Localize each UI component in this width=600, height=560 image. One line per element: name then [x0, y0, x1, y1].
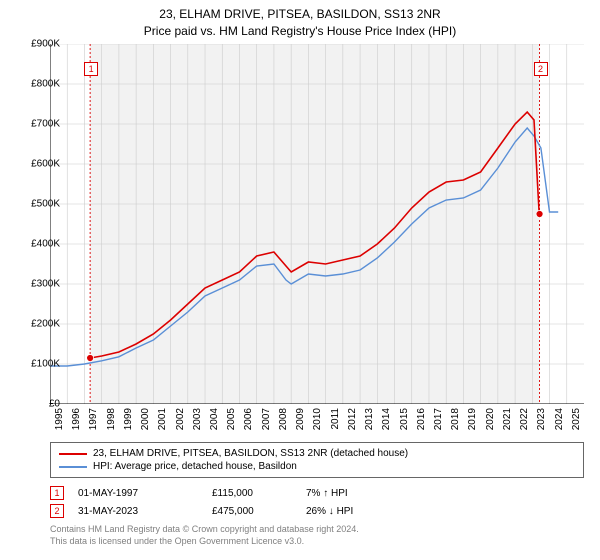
y-tick-label: £400K — [10, 239, 60, 250]
footer-attribution: Contains HM Land Registry data © Crown c… — [50, 524, 584, 547]
y-tick-label: £0 — [10, 399, 60, 410]
legend-label-property: 23, ELHAM DRIVE, PITSEA, BASILDON, SS13 … — [93, 448, 408, 459]
y-tick-label: £200K — [10, 319, 60, 330]
y-tick-label: £600K — [10, 159, 60, 170]
transaction-row: 1 01-MAY-1997 £115,000 7% ↑ HPI — [50, 484, 584, 502]
legend-and-footer: 23, ELHAM DRIVE, PITSEA, BASILDON, SS13 … — [50, 442, 584, 547]
transaction-row-marker: 2 — [50, 504, 64, 518]
chart-container: 23, ELHAM DRIVE, PITSEA, BASILDON, SS13 … — [0, 0, 600, 560]
footer-line1: Contains HM Land Registry data © Crown c… — [50, 524, 584, 536]
y-tick-label: £800K — [10, 79, 60, 90]
transaction-price: £475,000 — [212, 506, 292, 517]
legend-row-property: 23, ELHAM DRIVE, PITSEA, BASILDON, SS13 … — [59, 447, 575, 460]
y-tick-label: £900K — [10, 39, 60, 50]
chart-title-line2: Price paid vs. HM Land Registry's House … — [0, 23, 600, 40]
footer-line2: This data is licensed under the Open Gov… — [50, 536, 584, 548]
transaction-row: 2 31-MAY-2023 £475,000 26% ↓ HPI — [50, 502, 584, 520]
y-tick-label: £700K — [10, 119, 60, 130]
legend-swatch-hpi — [59, 466, 87, 468]
legend-label-hpi: HPI: Average price, detached house, Basi… — [93, 461, 297, 472]
legend-swatch-property — [59, 453, 87, 455]
legend-row-hpi: HPI: Average price, detached house, Basi… — [59, 460, 575, 473]
transaction-table: 1 01-MAY-1997 £115,000 7% ↑ HPI 2 31-MAY-2023… — [50, 484, 584, 520]
y-tick-label: £500K — [10, 199, 60, 210]
transaction-date: 01-MAY-1997 — [78, 488, 198, 499]
transaction-price: £115,000 — [212, 488, 292, 499]
transaction-pct: 7% ↑ HPI — [306, 488, 406, 499]
transaction-row-marker: 1 — [50, 486, 64, 500]
transaction-pct: 26% ↓ HPI — [306, 506, 406, 517]
chart-title-line1: 23, ELHAM DRIVE, PITSEA, BASILDON, SS13 … — [0, 6, 600, 23]
chart-title-block: 23, ELHAM DRIVE, PITSEA, BASILDON, SS13 … — [0, 0, 600, 40]
y-tick-label: £300K — [10, 279, 60, 290]
y-tick-label: £100K — [10, 359, 60, 370]
legend-box: 23, ELHAM DRIVE, PITSEA, BASILDON, SS13 … — [50, 442, 584, 478]
transaction-marker-1: 1 — [84, 62, 98, 76]
chart-svg — [50, 44, 584, 404]
chart-plot-area: 12 — [50, 44, 584, 404]
transaction-marker-2: 2 — [534, 62, 548, 76]
transaction-date: 31-MAY-2023 — [78, 506, 198, 517]
